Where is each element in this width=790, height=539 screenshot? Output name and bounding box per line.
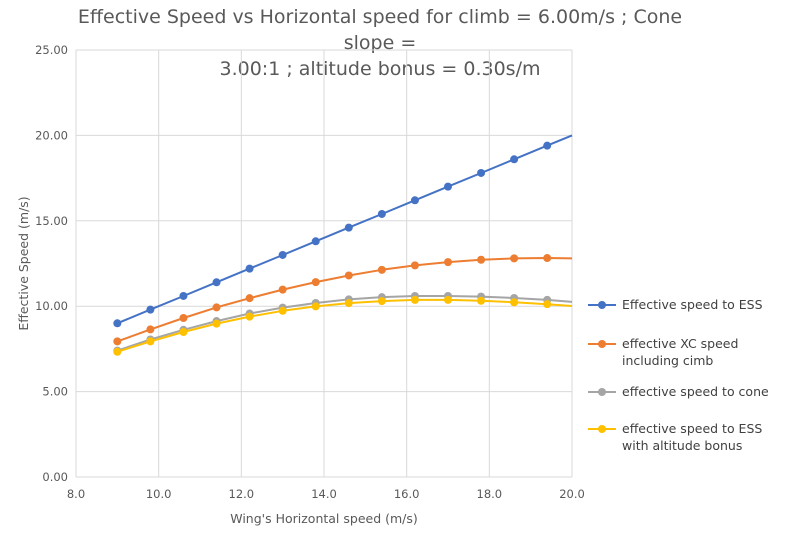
legend-label-xc-speed: effective XC speed including cimb: [622, 336, 739, 368]
series-4-point: [477, 296, 486, 305]
series-1-point: [410, 196, 419, 205]
series-1-point: [245, 264, 254, 273]
series-2-point: [410, 261, 419, 270]
legend-swatch-cone: [588, 388, 616, 396]
x-tick-label: 8.0: [67, 487, 85, 501]
series-1-point: [444, 182, 452, 191]
series-2-point: [245, 294, 254, 303]
series-1-point: [179, 291, 188, 300]
series-4-point: [311, 302, 320, 311]
series-2-point: [510, 254, 519, 263]
series-2-point: [179, 313, 188, 322]
x-tick-label: 12.0: [229, 487, 255, 501]
series-line-4: [117, 298, 573, 353]
series-1-point: [311, 237, 320, 246]
series-4-point: [444, 295, 452, 304]
y-axis-title: Effective Speed (m/s): [16, 196, 31, 330]
chart-title-line-1: Effective Speed vs Horizontal speed for …: [77, 6, 683, 54]
series-1-point: [477, 168, 486, 177]
series-2-point: [377, 265, 386, 274]
series-4-point: [510, 298, 519, 307]
series-1-point: [212, 278, 221, 287]
series-2-point: [146, 325, 155, 334]
legend-item-ess: Effective speed to ESS: [588, 296, 788, 313]
y-tick-label: 5.00: [42, 385, 68, 399]
series-4-point: [543, 300, 552, 309]
series-2-point: [344, 271, 353, 280]
legend-swatch-altitude-bonus: [588, 425, 616, 433]
legend-item-altitude-bonus: effective speed to ESS with altitude bon…: [588, 420, 788, 454]
series-1-point: [146, 305, 155, 314]
series-4-point: [344, 299, 353, 308]
legend-swatch-xc-speed: [588, 340, 616, 348]
series-4-point: [410, 295, 419, 304]
series-1-point: [543, 141, 552, 150]
series-2-point: [311, 278, 320, 287]
series-4-point: [146, 337, 155, 346]
series-4-point: [377, 297, 386, 306]
x-axis-title: Wing's Horizontal speed (m/s): [230, 511, 418, 526]
legend-item-cone: effective speed to cone: [588, 383, 788, 400]
series-4-point: [278, 306, 287, 315]
series-1-point: [510, 155, 519, 164]
series-1-point: [377, 209, 386, 218]
x-tick-label: 18.0: [477, 487, 503, 501]
legend-label-ess: Effective speed to ESS: [622, 297, 763, 312]
series-2-point: [278, 285, 287, 294]
x-tick-label: 20.0: [559, 487, 585, 501]
x-tick-label: 16.0: [394, 487, 420, 501]
x-tick-label: 10.0: [146, 487, 172, 501]
legend-label-cone: effective speed to cone: [622, 384, 769, 399]
legend-swatch-ess: [588, 301, 616, 309]
series-4-point: [179, 327, 188, 336]
series-4-point: [245, 312, 254, 321]
series-1-point: [278, 250, 287, 259]
series-1-point: [113, 319, 122, 328]
series-2-point: [113, 337, 122, 346]
y-tick-label: 15.00: [35, 214, 68, 228]
chart-title-line-2: 3.00:1 ; altitude bonus = 0.30s/m: [219, 58, 541, 80]
y-tick-label: 25.00: [35, 43, 68, 57]
series-4-point: [212, 319, 221, 328]
y-tick-label: 10.00: [35, 299, 68, 313]
series-1-point: [344, 223, 353, 232]
series-4-point: [113, 347, 122, 356]
y-tick-label: 20.00: [35, 128, 68, 142]
series-2-point: [477, 255, 486, 264]
legend: Effective speed to ESS effective XC spee…: [588, 296, 788, 468]
y-tick-label: 0.00: [42, 470, 68, 484]
legend-item-xc-speed: effective XC speed including cimb: [588, 335, 788, 369]
legend-label-altitude-bonus: effective speed to ESS with altitude bon…: [622, 421, 763, 453]
chart-title: Effective Speed vs Horizontal speed for …: [60, 4, 700, 82]
x-tick-label: 14.0: [311, 487, 337, 501]
series-2-point: [444, 258, 452, 267]
series-2-point: [212, 303, 221, 312]
series-2-point: [543, 254, 552, 263]
